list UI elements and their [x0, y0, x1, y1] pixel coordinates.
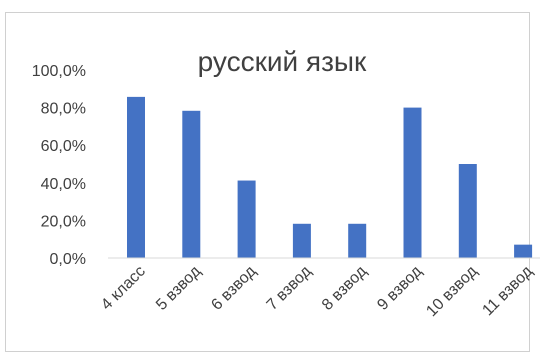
chart-frame [5, 12, 530, 352]
x-category-label: 6 взвод [208, 262, 260, 314]
y-tick-label: 100,0% [32, 63, 86, 80]
bar [127, 96, 145, 258]
x-axis-labels: 4 класс 5 взвод 6 взвод 7 взвод 8 взвод 9 взв… [98, 262, 536, 320]
bar [403, 107, 422, 258]
bar [514, 244, 533, 258]
y-tick-label: 20,0% [41, 213, 86, 230]
bars [127, 96, 533, 259]
x-category-label: 5 взвод [153, 262, 205, 314]
bar [458, 164, 477, 258]
y-tick-label: 60,0% [41, 138, 86, 155]
x-category-label: 10 взвод [423, 262, 481, 320]
y-axis-labels: 0,0% 20,0% 40,0% 60,0% 80,0% 100,0% [32, 63, 86, 268]
x-category-label: 9 взвод [374, 262, 426, 314]
bar [182, 110, 201, 259]
bar [292, 223, 311, 258]
x-category-label: 11 взвод [479, 262, 536, 319]
y-tick-label: 40,0% [41, 176, 86, 193]
x-category-label: 7 взвод [264, 262, 316, 314]
x-category-label: 8 взвод [319, 262, 371, 314]
x-category-label: 4 класс [98, 263, 149, 314]
chart-title: русский язык [198, 46, 367, 77]
y-tick-label: 80,0% [41, 101, 86, 118]
y-tick-label: 0,0% [50, 251, 86, 268]
bar [348, 223, 367, 258]
bar [237, 180, 256, 258]
